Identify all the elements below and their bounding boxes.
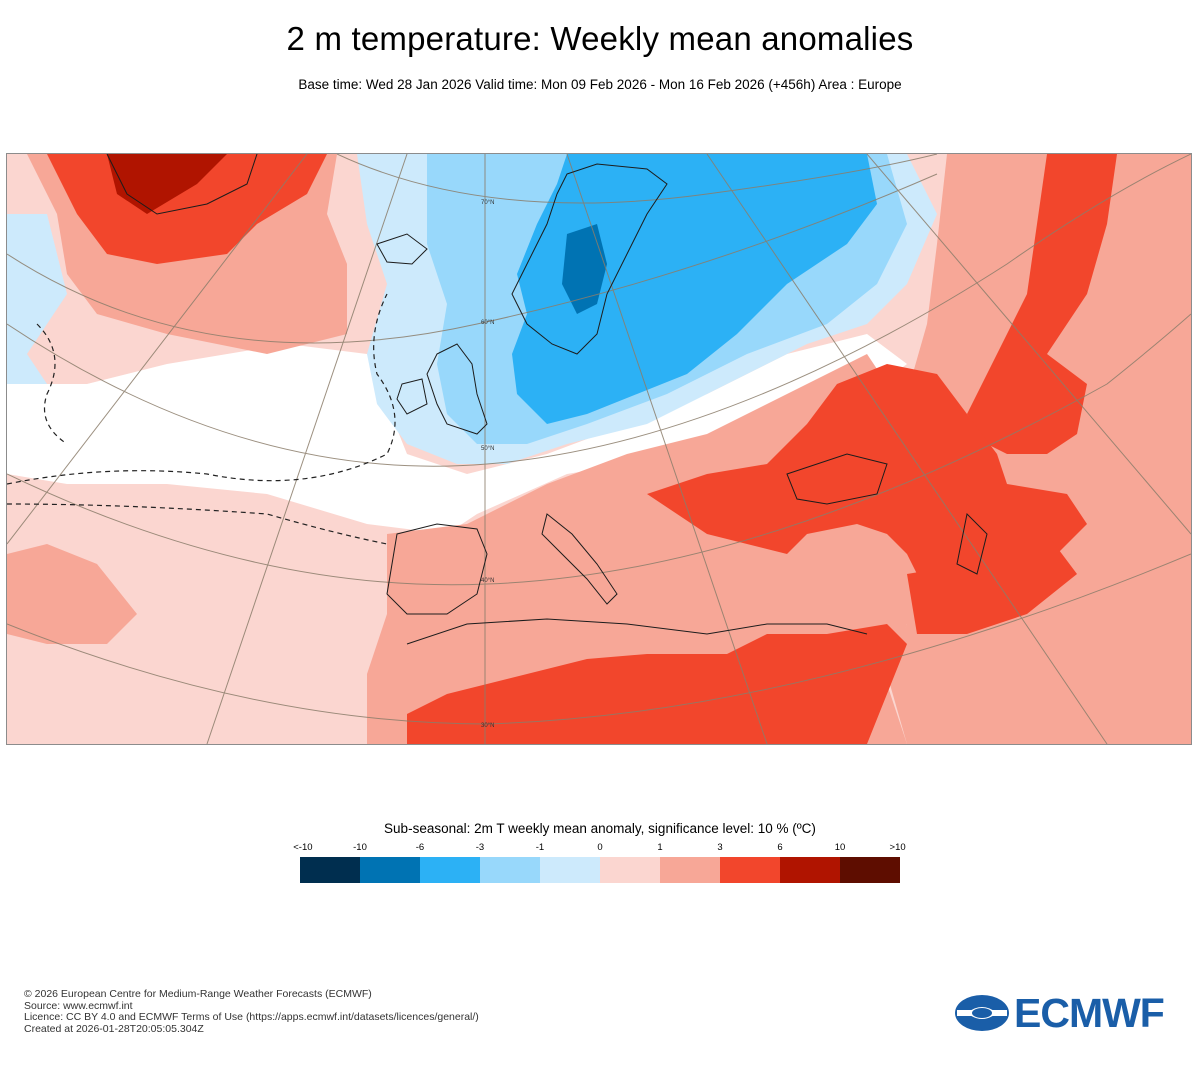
coast-scandinavia: [511, 163, 668, 355]
footer-source: Source: www.ecmwf.int: [24, 999, 133, 1012]
chart-subtitle: Base time: Wed 28 Jan 2026 Valid time: M…: [298, 77, 902, 92]
region-norway-extreme-cold: [562, 224, 607, 314]
region-atlantic-sw-warm: [7, 544, 137, 644]
legend-tick-label: -1: [535, 842, 545, 853]
parallel-50n: [7, 154, 1191, 467]
anomaly-map-svg: 70°N 60°N 50°N 40°N 30°N: [7, 154, 1191, 744]
region-atlantic-neutral: [7, 334, 907, 534]
ecmwf-logo-mark-icon: [955, 995, 1009, 1031]
legend-tick-label: 0: [597, 842, 603, 853]
legend-title: Sub-seasonal: 2m T weekly mean anomaly, …: [384, 821, 816, 836]
legend-swatch-0: [300, 857, 360, 883]
legend-tick-label: -6: [415, 842, 425, 853]
footer-credits: © 2026 European Centre for Medium-Range …: [24, 988, 479, 1035]
parallel-30n: [7, 553, 1191, 725]
lat-label-60: 60°N: [481, 320, 494, 326]
meridian-w20: [206, 154, 408, 744]
legend-swatch-7: [720, 857, 780, 883]
legend-tick-label: 3: [717, 842, 723, 853]
contour-west: [36, 323, 68, 445]
coast-black-sea: [786, 453, 888, 505]
lat-label-70: 70°N: [481, 200, 494, 206]
latitude-labels: 70°N 60°N 50°N 40°N 30°N: [481, 200, 494, 729]
legend-swatch-6: [660, 857, 720, 883]
legend-tick-label: -10: [353, 842, 367, 853]
legend-tick-label: >10: [889, 842, 906, 853]
lat-label-40: 40°N: [481, 578, 494, 584]
region-scandinavia-very-cold: [512, 154, 877, 424]
significance-contours: [7, 293, 396, 545]
legend-colorbar: [300, 857, 900, 883]
region-middle-east-hot: [907, 534, 1077, 634]
footer-created: Created at 2026-01-28T20:05:05.304Z: [24, 1022, 204, 1035]
legend-tick-label: <-10: [293, 842, 313, 853]
coast-british-isles: [426, 343, 488, 435]
footer-licence: Licence: CC BY 4.0 and ECMWF Terms of Us…: [24, 1011, 479, 1023]
ecmwf-logo-text: ECMWF: [1014, 989, 1165, 1036]
chart-title: 2 m temperature: Weekly mean anomalies: [286, 20, 914, 57]
legend-swatch-5: [600, 857, 660, 883]
coast-greenland: [106, 154, 258, 215]
parallel-40n: [7, 313, 1191, 586]
legend-tick-label: -3: [475, 842, 485, 853]
coast-caspian: [956, 512, 988, 575]
footer-copyright: © 2026 European Centre for Medium-Range …: [24, 988, 372, 1000]
legend-tick-label: 6: [777, 842, 783, 853]
legend-swatch-2: [420, 857, 480, 883]
legend-swatch-4: [540, 857, 600, 883]
coast-iceland: [376, 233, 428, 265]
parallel-60n: [7, 173, 938, 344]
coast-ireland: [396, 378, 428, 415]
region-greenland-extreme: [107, 154, 227, 214]
graticule: [7, 154, 1191, 744]
legend-tick-label: 10: [834, 842, 846, 853]
coastlines: [106, 154, 988, 645]
meridian-e60: [866, 154, 1191, 535]
lat-label-50: 50°N: [481, 446, 494, 452]
region-russia-hot: [967, 154, 1117, 454]
legend-swatch-1: [360, 857, 420, 883]
legend-swatch-9: [840, 857, 900, 883]
parallel-70n: [336, 154, 938, 204]
legend-swatch-8: [780, 857, 840, 883]
region-north-africa-hot: [407, 624, 907, 744]
lat-label-30: 30°N: [481, 723, 494, 729]
region-black-sea-hot: [647, 364, 1087, 604]
ecmwf-logo: ECMWF: [953, 990, 1183, 1036]
legend-tick-label: 1: [657, 842, 663, 853]
legend-ticks: <-10 -10 -6 -3 -1 0 1 3 6 10 >10: [293, 842, 905, 854]
legend-swatch-3: [480, 857, 540, 883]
meridian-e40: [706, 154, 1108, 744]
contour-south: [7, 503, 388, 545]
coast-italy: [541, 513, 618, 605]
anomaly-map: 70°N 60°N 50°N 40°N 30°N: [6, 153, 1192, 745]
coast-north-africa: [406, 618, 868, 645]
coast-iberia: [386, 523, 488, 615]
meridian-e20: [566, 154, 768, 744]
meridian-w40: [7, 154, 308, 545]
